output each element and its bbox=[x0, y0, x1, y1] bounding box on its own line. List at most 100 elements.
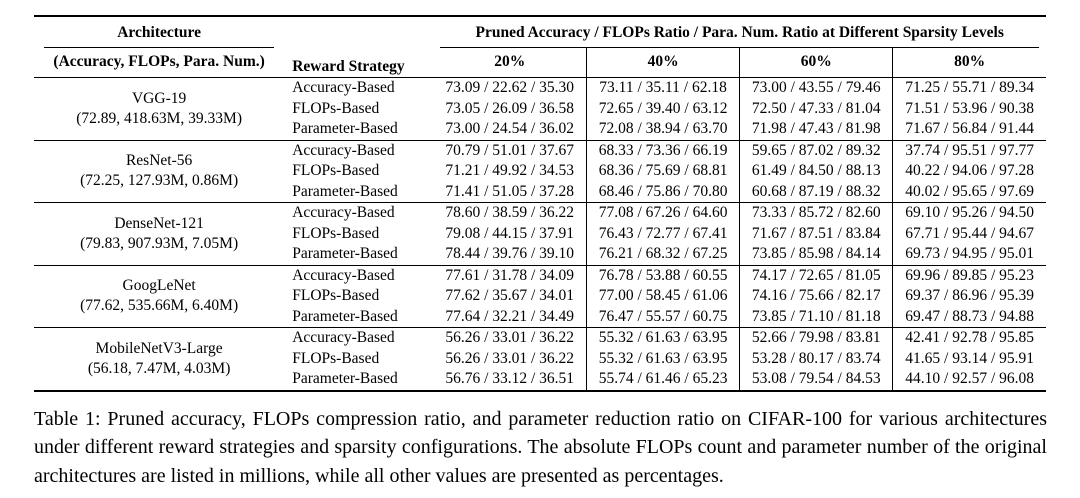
architecture-specs: (79.83, 907.93M, 7.05M) bbox=[80, 234, 239, 252]
sparsity-level-60: 60% bbox=[739, 48, 893, 78]
architecture-cell: GoogLeNet (77.62, 535.66M, 6.40M) bbox=[34, 264, 285, 328]
reward-strategy-cell: FLOPs-Based bbox=[292, 349, 380, 367]
value-cell: 52.66 / 79.98 / 83.81 bbox=[739, 327, 893, 349]
value-cell: 71.67 / 56.84 / 91.44 bbox=[892, 119, 1046, 140]
value-cell: 71.51 / 53.96 / 90.38 bbox=[892, 98, 1046, 119]
value-cell: 56.76 / 33.12 / 36.51 bbox=[445, 370, 575, 388]
value-cell: 69.73 / 94.95 / 95.01 bbox=[892, 244, 1046, 265]
architecture-header-cell: Architecture bbox=[34, 16, 284, 48]
architecture-specs: (72.25, 127.93M, 0.86M) bbox=[80, 172, 239, 190]
sparsity-level-40: 40% bbox=[586, 48, 740, 78]
reward-strategy-cell: Parameter-Based bbox=[292, 370, 398, 388]
value-cell: 42.41 / 92.78 / 95.85 bbox=[892, 327, 1046, 349]
table-row: GoogLeNet (77.62, 535.66M, 6.40M) Accuracy… bbox=[34, 264, 1046, 328]
architecture-subheader: (Accuracy, FLOPs, Para. Num.) bbox=[53, 53, 265, 71]
header-row-2: (Accuracy, FLOPs, Para. Num.) 20% 40% 60… bbox=[34, 48, 1046, 78]
value-cell: 40.22 / 94.06 / 97.28 bbox=[892, 161, 1046, 182]
value-cell: 71.25 / 55.71 / 89.34 bbox=[892, 77, 1046, 99]
results-table: Architecture Reward Strategy Pruned Accu… bbox=[34, 15, 1046, 392]
reward-strategy-cell: Accuracy-Based bbox=[284, 264, 434, 286]
value-cell: 72.50 / 47.33 / 81.04 bbox=[739, 98, 893, 119]
table-row: VGG-19 (72.89, 418.63M, 39.33M) Accuracy-B… bbox=[34, 77, 1046, 140]
architecture-cell: VGG-19 (72.89, 418.63M, 39.33M) bbox=[34, 77, 285, 140]
value-cell: 72.65 / 39.40 / 63.12 bbox=[586, 98, 740, 119]
table-row: Parameter-Based 78.44 / 39.76 / 39.10 76.2… bbox=[34, 244, 1046, 265]
value-cell: 73.00 / 43.55 / 79.46 bbox=[739, 77, 893, 99]
value-cell: 73.33 / 85.72 / 82.60 bbox=[739, 202, 893, 224]
architecture-name: ResNet-56 bbox=[125, 152, 193, 170]
architecture-name: GoogLeNet bbox=[122, 277, 196, 295]
table-row: ResNet-56 (72.25, 127.93M, 0.86M) Accuracy… bbox=[34, 139, 1046, 203]
reward-strategy-cell: Accuracy-Based bbox=[284, 202, 434, 224]
sparsity-level-80: 80% bbox=[892, 48, 1046, 78]
architecture-specs: (56.18, 7.47M, 4.03M) bbox=[87, 359, 231, 377]
value-cell: 60.68 / 87.19 / 88.32 bbox=[739, 181, 893, 203]
value-cell: 55.32 / 61.63 / 63.95 bbox=[586, 348, 740, 369]
value-cell: 69.96 / 89.85 / 95.23 bbox=[892, 264, 1046, 286]
table-row: FLOPs-Based 77.62 / 35.67 / 34.01 77.00 / … bbox=[34, 286, 1046, 307]
value-cell: 77.64 / 32.21 / 34.49 bbox=[445, 307, 575, 325]
table-row: FLOPs-Based 73.05 / 26.09 / 36.58 72.65 / … bbox=[34, 98, 1046, 119]
value-cell: 44.10 / 92.57 / 96.08 bbox=[892, 369, 1046, 391]
value-cell: 79.08 / 44.15 / 37.91 bbox=[445, 224, 575, 242]
table-row: FLOPs-Based 56.26 / 33.01 / 36.22 55.32 / … bbox=[34, 348, 1046, 369]
value-cell: 41.65 / 93.14 / 95.91 bbox=[892, 348, 1046, 369]
value-cell: 69.47 / 88.73 / 94.88 bbox=[892, 306, 1046, 328]
value-cell: 56.26 / 33.01 / 36.22 bbox=[433, 327, 587, 349]
table-row: Parameter-Based 77.64 / 32.21 / 34.49 76.4… bbox=[34, 306, 1046, 328]
table-row: MobileNetV3-Large (56.18, 7.47M, 4.03M) Ac… bbox=[34, 327, 1046, 391]
reward-strategy-cell: FLOPs-Based bbox=[292, 287, 380, 305]
reward-strategy-header: Reward Strategy bbox=[292, 57, 405, 75]
reward-strategy-cell: Parameter-Based bbox=[292, 120, 398, 138]
value-cell: 71.67 / 87.51 / 83.84 bbox=[739, 223, 893, 244]
sparsity-span-header-label: Pruned Accuracy / FLOPs Ratio / Para. Nu… bbox=[440, 23, 1039, 48]
value-cell: 73.11 / 35.11 / 62.18 bbox=[586, 77, 740, 99]
value-cell: 71.21 / 49.92 / 34.53 bbox=[445, 162, 575, 180]
value-cell: 77.61 / 31.78 / 34.09 bbox=[433, 264, 587, 286]
value-cell: 71.41 / 51.05 / 37.28 bbox=[445, 182, 575, 200]
value-cell: 56.26 / 33.01 / 36.22 bbox=[445, 349, 575, 367]
value-cell: 69.10 / 95.26 / 94.50 bbox=[892, 202, 1046, 224]
table-row: FLOPs-Based 79.08 / 44.15 / 37.91 76.43 / … bbox=[34, 223, 1046, 244]
table-row: FLOPs-Based 71.21 / 49.92 / 34.53 68.36 / … bbox=[34, 161, 1046, 182]
value-cell: 74.16 / 75.66 / 82.17 bbox=[739, 286, 893, 307]
value-cell: 78.44 / 39.76 / 39.10 bbox=[445, 245, 575, 263]
table-caption: Table 1: Pruned accuracy, FLOPs compress… bbox=[34, 407, 1047, 487]
value-cell: 73.85 / 71.10 / 81.18 bbox=[739, 306, 893, 328]
table-row: Parameter-Based 73.00 / 24.54 / 36.02 72.0… bbox=[34, 119, 1046, 140]
table-row: DenseNet-121 (79.83, 907.93M, 7.05M) Accur… bbox=[34, 202, 1046, 265]
value-cell: 73.09 / 22.62 / 35.30 bbox=[433, 77, 587, 99]
architecture-name: MobileNetV3-Large bbox=[95, 339, 223, 357]
value-cell: 76.47 / 55.57 / 60.75 bbox=[586, 306, 740, 328]
value-cell: 77.62 / 35.67 / 34.01 bbox=[445, 287, 575, 305]
value-cell: 68.46 / 75.86 / 70.80 bbox=[586, 181, 740, 203]
sparsity-span-header-cell: Pruned Accuracy / FLOPs Ratio / Para. Nu… bbox=[433, 16, 1046, 48]
value-cell: 68.33 / 73.36 / 66.19 bbox=[586, 139, 740, 161]
value-cell: 71.98 / 47.43 / 81.98 bbox=[739, 119, 893, 140]
value-cell: 73.00 / 24.54 / 36.02 bbox=[445, 120, 575, 138]
value-cell: 55.32 / 61.63 / 63.95 bbox=[586, 327, 740, 349]
reward-strategy-cell: Accuracy-Based bbox=[284, 139, 434, 161]
value-cell: 78.60 / 38.59 / 36.22 bbox=[433, 202, 587, 224]
value-cell: 61.49 / 84.50 / 88.13 bbox=[739, 161, 893, 182]
value-cell: 59.65 / 87.02 / 89.32 bbox=[739, 139, 893, 161]
reward-strategy-cell: FLOPs-Based bbox=[292, 224, 380, 242]
value-cell: 77.08 / 67.26 / 64.60 bbox=[586, 202, 740, 224]
architecture-cell: MobileNetV3-Large (56.18, 7.47M, 4.03M) bbox=[34, 327, 285, 391]
architecture-cell: DenseNet-121 (79.83, 907.93M, 7.05M) bbox=[34, 202, 285, 265]
value-cell: 73.05 / 26.09 / 36.58 bbox=[445, 99, 575, 117]
paper-page: Architecture Reward Strategy Pruned Accu… bbox=[0, 15, 1080, 498]
reward-strategy-cell: Accuracy-Based bbox=[284, 77, 434, 99]
value-cell: 67.71 / 95.44 / 94.67 bbox=[892, 223, 1046, 244]
table-body: VGG-19 (72.89, 418.63M, 39.33M) Accuracy-B… bbox=[34, 77, 1046, 391]
reward-strategy-cell: Parameter-Based bbox=[292, 182, 398, 200]
architecture-cell: ResNet-56 (72.25, 127.93M, 0.86M) bbox=[34, 139, 285, 203]
value-cell: 76.78 / 53.88 / 60.55 bbox=[586, 264, 740, 286]
reward-strategy-cell: Parameter-Based bbox=[292, 307, 398, 325]
value-cell: 53.28 / 80.17 / 83.74 bbox=[739, 348, 893, 369]
table-row: Parameter-Based 56.76 / 33.12 / 36.51 55.7… bbox=[34, 369, 1046, 391]
value-cell: 73.85 / 85.98 / 84.14 bbox=[739, 244, 893, 265]
reward-strategy-cell: Parameter-Based bbox=[292, 245, 398, 263]
value-cell: 55.74 / 61.46 / 65.23 bbox=[586, 369, 740, 391]
header-row-1: Architecture Reward Strategy Pruned Accu… bbox=[34, 16, 1046, 75]
